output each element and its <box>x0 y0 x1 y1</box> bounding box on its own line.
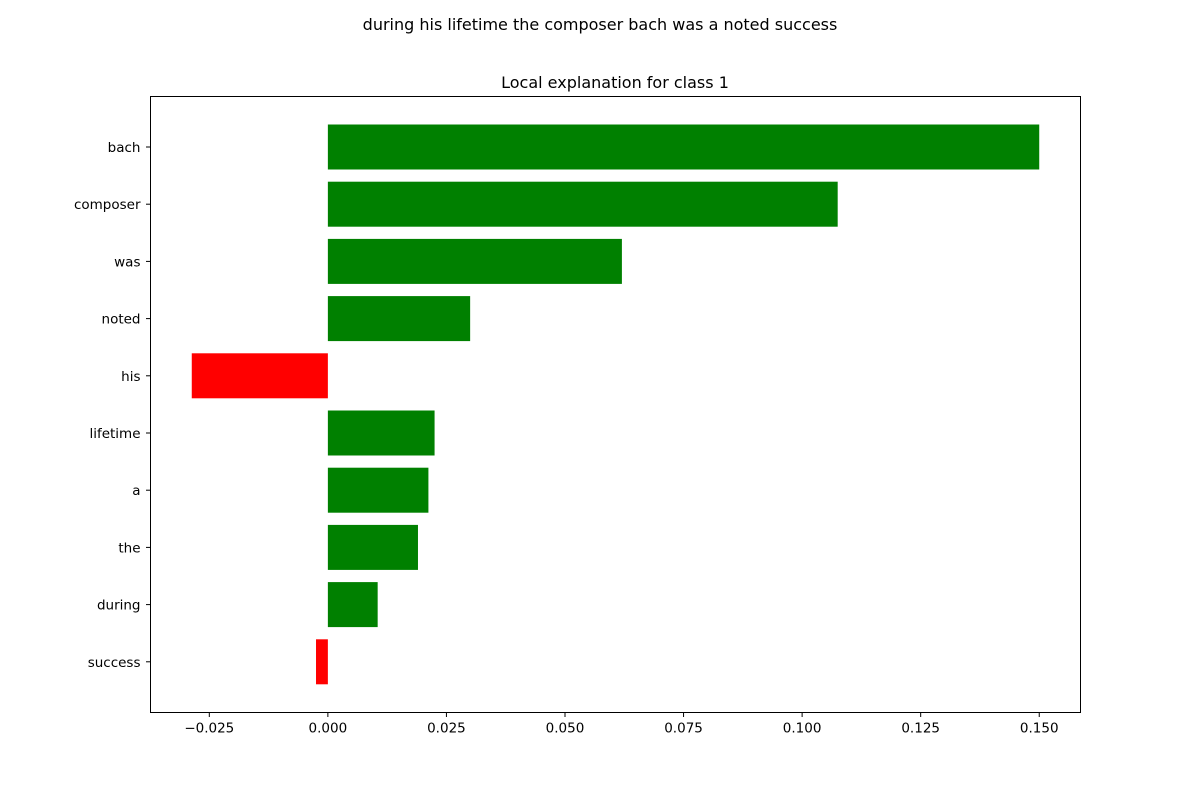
bar-a <box>327 467 429 513</box>
y-tick-label: during <box>97 598 141 614</box>
y-tick-label: was <box>114 254 140 270</box>
bar-success <box>316 639 328 685</box>
bars-group <box>191 124 1040 685</box>
bar-the <box>327 524 418 570</box>
bar-lifetime <box>327 410 435 456</box>
x-tick-label: 0.150 <box>1020 721 1059 737</box>
y-tick-label: success <box>88 655 141 671</box>
figure-suptitle: during his lifetime the composer bach wa… <box>363 15 838 34</box>
bar-bach <box>327 124 1040 170</box>
y-tick-label: his <box>121 369 140 385</box>
y-tick-label: bach <box>108 140 141 156</box>
y-tick-label: noted <box>102 312 141 328</box>
chart-title: Local explanation for class 1 <box>501 73 729 92</box>
x-tick-label: −0.025 <box>184 721 234 737</box>
y-tick-label: a <box>132 483 140 499</box>
x-axis-ticks: −0.025 0.000 0.025 0.050 0.075 0.100 0.125 0.15… <box>184 712 1059 737</box>
bar-noted <box>327 296 471 342</box>
bar-during <box>327 582 378 628</box>
bar-was <box>327 238 622 284</box>
bar-his <box>191 353 328 399</box>
y-tick-label: lifetime <box>89 426 140 442</box>
x-tick-label: 0.050 <box>546 721 585 737</box>
x-tick-label: 0.075 <box>664 721 703 737</box>
y-axis-ticks: bach composer was noted his lifetime a the durin… <box>74 140 151 671</box>
bar-composer <box>327 181 838 227</box>
x-tick-label: 0.100 <box>783 721 822 737</box>
y-tick-label: composer <box>74 197 141 213</box>
axes-frame <box>150 96 1081 713</box>
x-tick-label: 0.125 <box>901 721 940 737</box>
x-tick-label: 0.025 <box>427 721 466 737</box>
y-tick-label: the <box>118 540 140 556</box>
x-tick-label: 0.000 <box>309 721 348 737</box>
